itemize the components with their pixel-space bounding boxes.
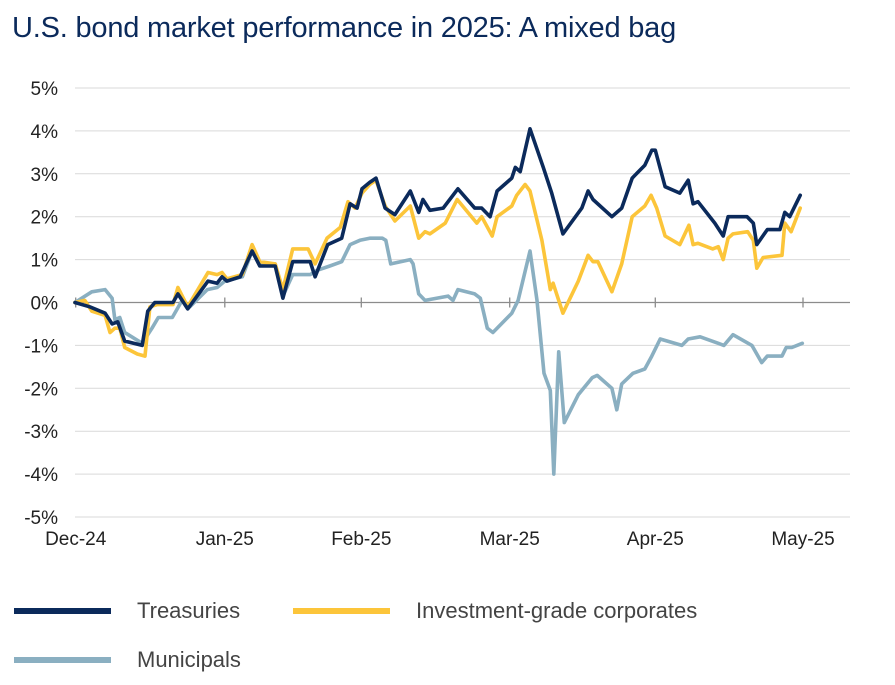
x-tick-label: Apr-25 [627,529,684,550]
series-line-investment-grade-corporates [73,178,802,358]
legend-label: Investment-grade corporates [416,598,698,623]
x-tick-label: May-25 [771,529,834,550]
x-tick-label: Dec-24 [45,529,107,550]
y-tick-label: -5% [24,508,58,529]
legend-label: Municipals [137,647,241,672]
series-line-municipals [73,236,805,476]
legend-label: Treasuries [137,598,241,623]
chart-title: U.S. bond market performance in 2025: A … [12,12,677,44]
y-tick-label: -3% [24,422,58,443]
series-lines [73,127,805,476]
gridlines [75,87,850,518]
x-axis: Dec-24 Jan-25 Feb-25 Mar-25 Apr-25 May-25 [45,297,850,550]
y-tick-label: 4% [31,122,59,143]
y-tick-label: 0% [31,294,59,315]
y-tick-label: 1% [31,251,59,272]
y-tick-label: -2% [24,379,58,400]
legend-swatch-municipals [14,657,111,663]
y-tick-label: 2% [31,208,59,229]
x-tick-label: Feb-25 [331,529,391,550]
y-tick-label: 3% [31,165,59,186]
y-tick-label: 5% [31,79,59,100]
x-tick-label: Jan-25 [196,529,254,550]
legend-swatch-investment-grade [293,608,390,614]
legend-item-municipals: Municipals [14,647,241,673]
series-line-treasuries [73,127,802,348]
x-tick-label: Mar-25 [480,529,540,550]
legend-item-investment-grade: Investment-grade corporates [293,598,697,624]
legend-item-treasuries: Treasuries [14,598,240,624]
y-tick-label: -4% [24,465,58,486]
y-axis-labels: 5% 4% 3% 2% 1% 0% -1% -2% -3% -4% -5% [24,79,58,529]
legend-swatch-treasuries [14,608,111,614]
y-tick-label: -1% [24,336,58,357]
